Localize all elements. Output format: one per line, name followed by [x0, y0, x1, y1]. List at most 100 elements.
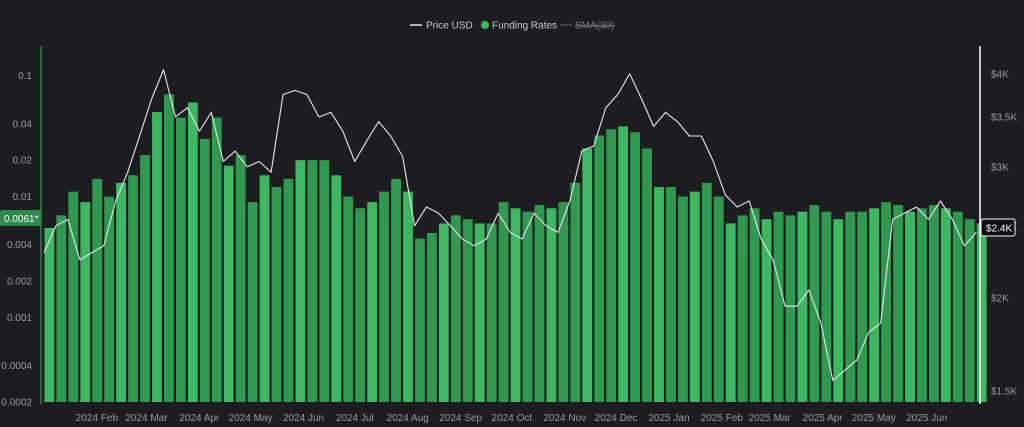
funding-rate-bar: [152, 112, 162, 402]
funding-rate-bar: [654, 187, 664, 402]
x-axis-tick-label: 2024 Mar: [125, 413, 168, 424]
right-axis-tick-label: $3.5K: [991, 112, 1017, 123]
funding-rate-bar: [534, 205, 545, 402]
funding-rate-bar: [223, 165, 234, 402]
funding-rate-bar: [379, 191, 389, 402]
legend[interactable]: Price USD Funding Rates SMA(30): [410, 21, 614, 32]
right-axis-tick-label: $2K: [991, 293, 1009, 304]
current-funding-value: 0.0061*: [4, 214, 39, 225]
funding-rate-bar: [128, 175, 138, 402]
right-axis-tick-label: $1.5K: [991, 387, 1017, 398]
x-axis-tick-label: 2024 May: [229, 413, 273, 424]
funding-rate-bar: [618, 126, 629, 402]
funding-rate-bar: [510, 208, 521, 402]
left-axis-tick-label: 0.002: [7, 277, 32, 288]
funding-rate-bar: [785, 215, 796, 402]
funding-rate-bar: [415, 238, 425, 402]
funding-rate-bar: [283, 178, 294, 402]
funding-rate-bar: [522, 211, 533, 402]
funding-rate-bar: [546, 208, 557, 402]
funding-rate-bar: [749, 208, 760, 402]
funding-rate-bar: [319, 160, 330, 402]
x-axis-tick-label: 2025 May: [852, 413, 896, 424]
legend-item-price[interactable]: Price USD: [410, 21, 473, 32]
x-axis-tick-label: 2025 Feb: [701, 413, 744, 424]
funding-rate-bar: [307, 160, 318, 402]
x-axis-tick-label: 2025 Jun: [906, 413, 947, 424]
funding-rate-bar: [606, 129, 617, 402]
current-funding-badge-bg: [0, 210, 41, 226]
legend-price-label: Price USD: [426, 21, 473, 32]
funding-rate-bar: [666, 187, 676, 402]
current-price-value: $2.4K: [986, 224, 1012, 235]
funding-rate-bar: [450, 215, 461, 402]
x-axis-tick-label: 2024 Apr: [179, 413, 220, 424]
price-layer: [43, 69, 977, 381]
funding-rate-bar: [355, 208, 366, 402]
funding-rate-bar: [773, 211, 784, 402]
right-axis-tick-label: $4K: [991, 69, 1009, 80]
legend-funding-label: Funding Rates: [492, 21, 557, 32]
left-axis-tick-label: 0.1: [18, 71, 32, 82]
left-axis-tick-label: 0.04: [13, 119, 33, 130]
funding-rate-bar: [343, 196, 354, 402]
funding-rate-bar: [498, 202, 509, 402]
funding-rate-bar: [391, 178, 401, 402]
funding-rate-bar: [104, 196, 115, 402]
funding-rate-bar: [211, 117, 222, 402]
funding-rate-bar: [570, 182, 581, 402]
funding-rate-bar: [594, 135, 605, 402]
funding-rate-bar: [869, 208, 880, 402]
funding-rate-bar: [68, 191, 79, 402]
funding-rate-bar: [642, 148, 652, 402]
bars-layer: [44, 94, 987, 403]
funding-rate-bar: [403, 191, 413, 402]
funding-rate-bar: [44, 227, 55, 402]
legend-item-funding[interactable]: Funding Rates: [481, 21, 557, 32]
legend-item-sma[interactable]: SMA(30): [560, 21, 614, 32]
funding-rate-bar: [976, 223, 987, 402]
funding-rate-bar: [677, 196, 688, 402]
funding-rate-bar: [893, 205, 903, 402]
x-axis-tick-label: 2024 Oct: [492, 413, 533, 424]
ticks-layer: 0.1 0.04 0.02 0.01 0.004 0.002 0.001 0.0004 0.00…: [1, 69, 1017, 424]
axes-layer: [40, 46, 981, 404]
funding-rate-bar: [56, 215, 67, 402]
legend-sma-label: SMA(30): [575, 21, 614, 32]
funding-rate-bar: [845, 211, 856, 402]
funding-rate-bar: [881, 202, 891, 402]
funding-rate-bar: [713, 196, 724, 402]
funding-rate-bar: [582, 148, 593, 402]
current-funding-badge: 0.0061*: [0, 210, 41, 226]
funding-rate-bar: [964, 219, 975, 402]
left-axis-tick-label: 0.02: [13, 156, 33, 167]
funding-rate-bar: [187, 102, 198, 403]
funding-rate-bar: [917, 208, 927, 402]
funding-rate-bar: [474, 223, 485, 402]
x-axis-tick-label: 2024 Jul: [336, 413, 374, 424]
right-axis-tick-label: $3K: [991, 162, 1009, 173]
funding-rate-bar: [140, 155, 150, 402]
funding-rate-bar: [271, 187, 282, 402]
funding-rate-bar: [438, 223, 449, 402]
x-axis-tick-label: 2025 Apr: [803, 413, 844, 424]
funding-rate-bar: [486, 223, 497, 402]
funding-rate-bar: [295, 160, 306, 402]
funding-rate-bar: [952, 211, 963, 402]
funding-rate-bar: [164, 94, 174, 403]
funding-rate-bar: [175, 117, 186, 402]
current-price-badge-bg: [980, 218, 1016, 237]
left-axis-tick-label: 0.0002: [1, 398, 32, 409]
funding-rate-bar: [797, 211, 808, 402]
left-axis-tick-label: 0.01: [13, 192, 33, 203]
funding-rate-bar: [259, 175, 270, 402]
funding-rate-bar: [689, 191, 700, 402]
x-axis-tick-label: 2024 Jun: [283, 413, 324, 424]
x-axis-tick-label: 2024 Feb: [76, 413, 119, 424]
funding-rate-bar: [725, 223, 736, 402]
x-axis-tick-label: 2024 Nov: [543, 413, 586, 424]
funding-rate-bar: [857, 211, 868, 402]
x-axis-tick-label: 2025 Jan: [648, 413, 689, 424]
price-usd-line: [43, 69, 977, 381]
